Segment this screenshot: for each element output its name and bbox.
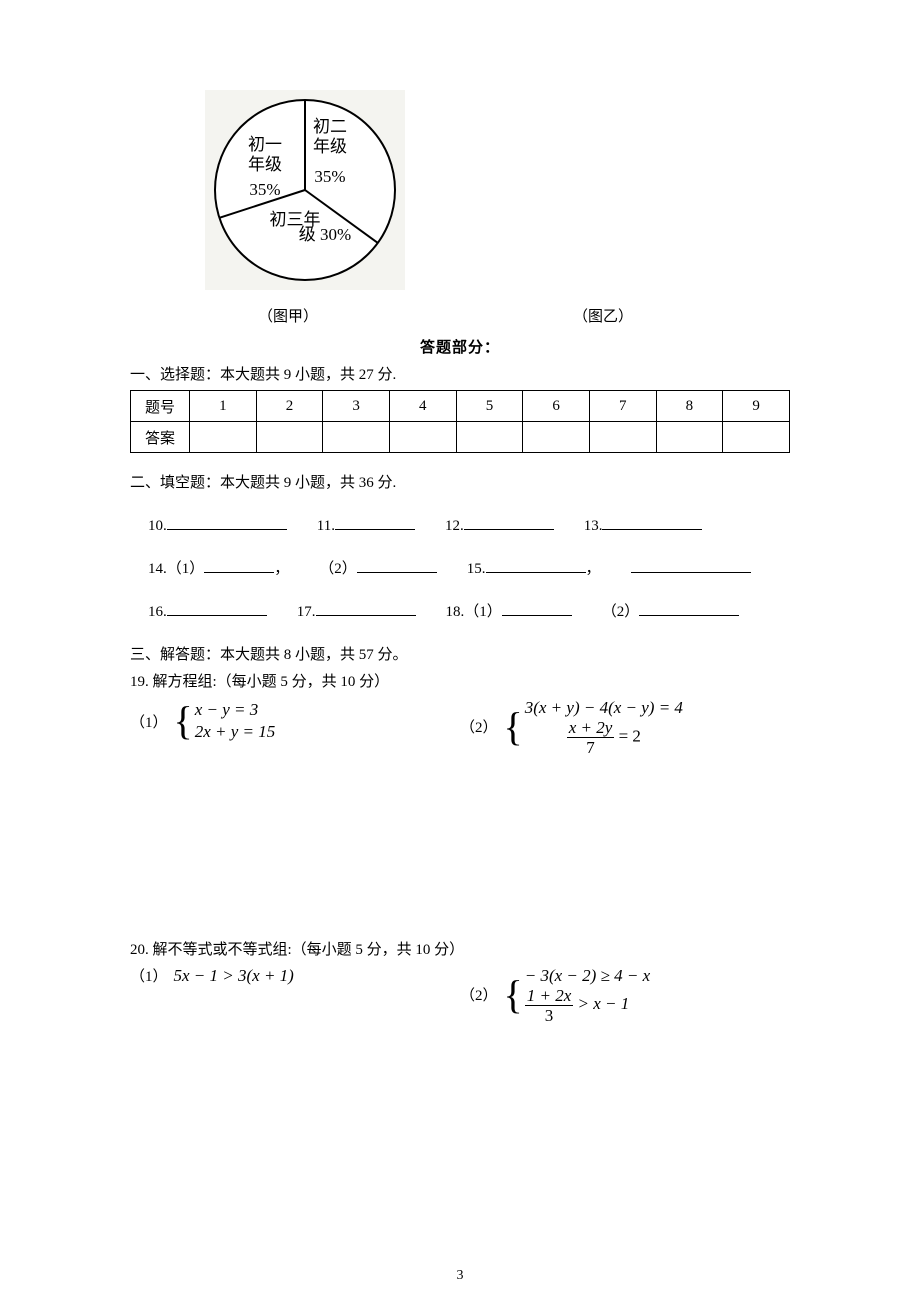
table-answer-cell[interactable] xyxy=(389,422,456,453)
q20-title: 20. 解不等式或不等式组:（每小题 5 分，共 10 分） xyxy=(130,938,790,959)
fill-item: 15. ， xyxy=(467,557,601,578)
fill-item: 16. xyxy=(148,600,267,621)
fill-blank[interactable] xyxy=(335,514,415,530)
table-col-num: 4 xyxy=(389,391,456,422)
fill-label: （2） xyxy=(602,600,640,621)
fill-blank[interactable] xyxy=(486,557,586,573)
table-answer-label: 答案 xyxy=(131,422,190,453)
svg-text:级 30%: 级 30% xyxy=(299,225,351,244)
q19-p1-line2: 2x + y = 15 xyxy=(195,722,276,741)
table-answer-cell[interactable] xyxy=(256,422,323,453)
table-answer-cell[interactable] xyxy=(523,422,590,453)
table-col-num: 5 xyxy=(456,391,523,422)
section1-title: 一、选择题：本大题共 9 小题，共 27 分. xyxy=(130,363,790,384)
table-answer-cell[interactable] xyxy=(723,422,790,453)
fill-blank[interactable] xyxy=(204,557,274,573)
fill-label: 16. xyxy=(148,604,167,621)
fill-label: 18.（1） xyxy=(446,600,502,621)
q19-p1-label: （1） xyxy=(130,711,168,732)
fill-item: 14.（1） ， xyxy=(148,557,289,578)
svg-text:年级: 年级 xyxy=(248,155,282,174)
table-answer-cell[interactable] xyxy=(456,422,523,453)
svg-text:初二: 初二 xyxy=(313,117,347,136)
table-col-num: 8 xyxy=(656,391,723,422)
table-col-num: 1 xyxy=(190,391,257,422)
fill-label: 15. xyxy=(467,561,486,578)
fill-row: 16. 17. 18.（1） （2） xyxy=(148,600,790,621)
table-head-label: 题号 xyxy=(131,391,190,422)
fill-blank[interactable] xyxy=(631,557,751,573)
table-col-num: 7 xyxy=(589,391,656,422)
fill-label: 14.（1） xyxy=(148,557,204,578)
svg-text:年级: 年级 xyxy=(313,137,347,156)
fill-sep: ， xyxy=(586,557,601,578)
table-answer-cell[interactable] xyxy=(656,422,723,453)
pie-chart: 初一年级35%初二年级35%初三年级 30% xyxy=(205,90,790,295)
fill-blank[interactable] xyxy=(602,514,702,530)
fill-label: （2） xyxy=(319,557,357,578)
q20-problems: （1） 5x − 1 > 3(x + 1) （2） { − 3(x − 2) ≥… xyxy=(130,965,790,1024)
fill-item: （2） xyxy=(319,557,437,578)
fill-sep: ， xyxy=(274,557,289,578)
fill-item: 11. xyxy=(317,514,415,535)
fill-label: 11. xyxy=(317,518,335,535)
fill-row: 14.（1） ， （2） 15. ， xyxy=(148,557,790,578)
q20-p1-expr: 5x − 1 > 3(x + 1) xyxy=(174,966,294,986)
q19-p2-line1: 3(x + y) − 4(x − y) = 4 xyxy=(525,698,683,717)
fill-item: 12. xyxy=(445,514,554,535)
figure-captions: （图甲） （图乙） xyxy=(130,305,790,326)
table-col-num: 9 xyxy=(723,391,790,422)
table-col-num: 3 xyxy=(323,391,390,422)
fill-label: 17. xyxy=(297,604,316,621)
caption-left: （图甲） xyxy=(258,305,318,326)
q20-p2-label: （2） xyxy=(460,984,498,1005)
fill-row: 10. 11. 12. 13. xyxy=(148,514,790,535)
svg-text:35%: 35% xyxy=(314,167,345,186)
svg-text:初一: 初一 xyxy=(248,135,282,154)
table-answer-cell[interactable] xyxy=(190,422,257,453)
q20-p2-line1: − 3(x − 2) ≥ 4 − x xyxy=(525,966,650,985)
table-col-num: 6 xyxy=(523,391,590,422)
section3-title: 三、解答题：本大题共 8 小题，共 57 分。 xyxy=(130,643,790,664)
answer-section-header: 答题部分： xyxy=(130,336,790,357)
brace-icon: { xyxy=(504,703,523,751)
q19-p2-line2: x + 2y 7 = 2 xyxy=(525,719,683,756)
fill-blank[interactable] xyxy=(357,557,437,573)
fill-blank[interactable] xyxy=(502,600,572,616)
q19-p1-line1: x − y = 3 xyxy=(195,700,259,719)
fill-blank[interactable] xyxy=(464,514,554,530)
svg-text:35%: 35% xyxy=(249,180,280,199)
fill-blank[interactable] xyxy=(167,600,267,616)
brace-icon: { xyxy=(174,697,193,745)
fill-item: 13. xyxy=(584,514,703,535)
q19-problems: （1） { x − y = 3 2x + y = 15 （2） { 3(x + … xyxy=(130,697,790,756)
fill-label: 12. xyxy=(445,518,464,535)
table-col-num: 2 xyxy=(256,391,323,422)
fill-label: 13. xyxy=(584,518,603,535)
fill-blank[interactable] xyxy=(167,514,287,530)
q20-p2-line2: 1 + 2x 3 > x − 1 xyxy=(525,994,630,1013)
page-number: 3 xyxy=(0,1268,920,1284)
table-answer-cell[interactable] xyxy=(323,422,390,453)
fill-blank[interactable] xyxy=(639,600,739,616)
fill-item: 18.（1） xyxy=(446,600,572,621)
caption-right: （图乙） xyxy=(573,305,633,326)
answer-table: 题号123456789 答案 xyxy=(130,390,790,453)
fill-item: 10. xyxy=(148,514,287,535)
q20-p1-label: （1） xyxy=(130,965,168,986)
q19-p2-label: （2） xyxy=(460,716,498,737)
fill-item: （2） xyxy=(602,600,740,621)
brace-icon: { xyxy=(504,971,523,1019)
q19-title: 19. 解方程组:（每小题 5 分，共 10 分） xyxy=(130,670,790,691)
fill-blank[interactable] xyxy=(316,600,416,616)
fill-item: 17. xyxy=(297,600,416,621)
fill-item xyxy=(631,557,751,573)
table-answer-cell[interactable] xyxy=(589,422,656,453)
fill-label: 10. xyxy=(148,518,167,535)
section2-title: 二、填空题：本大题共 9 小题，共 36 分. xyxy=(130,471,790,492)
